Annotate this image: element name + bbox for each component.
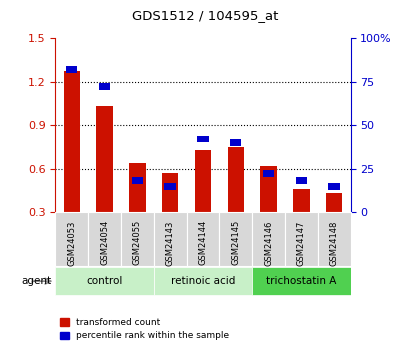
- Text: agent: agent: [21, 276, 51, 286]
- Bar: [317, 212, 350, 266]
- Bar: [96, 106, 112, 212]
- Text: GSM24054: GSM24054: [100, 220, 109, 265]
- Text: GSM24055: GSM24055: [133, 220, 142, 265]
- Bar: [260, 166, 276, 212]
- Bar: [328, 183, 339, 189]
- Bar: [227, 147, 243, 212]
- Text: retinoic acid: retinoic acid: [170, 276, 235, 286]
- Bar: [162, 173, 178, 212]
- Bar: [121, 212, 153, 266]
- Bar: [129, 163, 145, 212]
- Text: trichostatin A: trichostatin A: [265, 276, 336, 286]
- Bar: [88, 212, 121, 266]
- Bar: [262, 170, 274, 177]
- Text: GDS1512 / 104595_at: GDS1512 / 104595_at: [131, 9, 278, 22]
- Bar: [284, 212, 317, 266]
- Bar: [153, 267, 252, 295]
- Bar: [55, 212, 88, 266]
- Bar: [197, 136, 208, 142]
- Bar: [292, 189, 309, 212]
- Bar: [219, 212, 252, 266]
- Text: GSM24145: GSM24145: [231, 220, 240, 265]
- Bar: [229, 139, 241, 146]
- Text: GSM24148: GSM24148: [329, 220, 338, 266]
- Text: control: control: [86, 276, 122, 286]
- Text: GSM24053: GSM24053: [67, 220, 76, 266]
- Bar: [66, 66, 77, 73]
- Bar: [186, 212, 219, 266]
- Text: GSM24144: GSM24144: [198, 220, 207, 265]
- Bar: [252, 212, 284, 266]
- Bar: [194, 150, 211, 212]
- Text: GSM24143: GSM24143: [165, 220, 174, 266]
- Bar: [295, 177, 306, 184]
- Bar: [55, 267, 153, 295]
- Bar: [63, 71, 80, 212]
- Bar: [131, 177, 143, 184]
- Bar: [325, 193, 342, 212]
- Text: GSM24147: GSM24147: [296, 220, 305, 266]
- Text: GSM24146: GSM24146: [263, 220, 272, 266]
- Bar: [252, 267, 350, 295]
- Legend: transformed count, percentile rank within the sample: transformed count, percentile rank withi…: [60, 318, 229, 341]
- Bar: [153, 212, 186, 266]
- Bar: [164, 183, 175, 189]
- Bar: [99, 83, 110, 90]
